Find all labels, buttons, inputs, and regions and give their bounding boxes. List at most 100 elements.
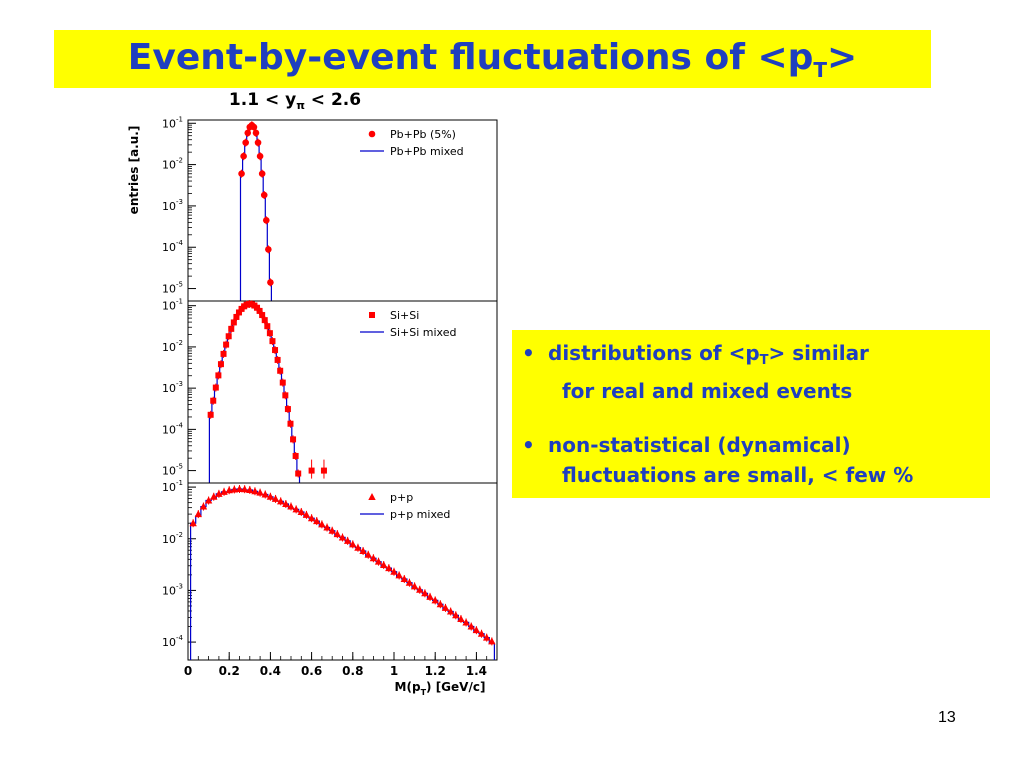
x-label-part: ) [GeV/c] bbox=[426, 680, 485, 694]
panel-pb-pb: 10-5 10-4 10-3 10-2 10-1 entries [a.u.] Pb+Pb … bbox=[127, 115, 498, 302]
data-point bbox=[238, 170, 245, 177]
data-point bbox=[228, 325, 235, 332]
x-tick-label: 0 bbox=[184, 664, 192, 678]
data-point bbox=[235, 309, 242, 316]
page-number: 13 bbox=[938, 709, 956, 726]
y-tick-exponent: -3 bbox=[176, 582, 183, 590]
y-tick-exponent: -1 bbox=[176, 298, 183, 306]
data-point bbox=[261, 317, 268, 324]
data-point bbox=[223, 341, 230, 348]
y-tick-exponent: -1 bbox=[176, 115, 183, 123]
data-point bbox=[277, 497, 285, 505]
data-point bbox=[262, 216, 270, 224]
data-point bbox=[446, 607, 455, 615]
data-point bbox=[277, 367, 284, 374]
data-point bbox=[328, 526, 336, 534]
y-tick-label: 10-2 bbox=[162, 157, 183, 172]
data-point bbox=[333, 530, 342, 538]
data-point bbox=[282, 392, 289, 399]
data-point bbox=[242, 139, 249, 146]
data-point bbox=[483, 633, 491, 641]
data-point bbox=[467, 622, 475, 630]
data-point bbox=[225, 333, 232, 340]
data-point bbox=[287, 420, 294, 427]
bullet-box: • distributions of <pT> similar for real… bbox=[512, 330, 990, 498]
data-point bbox=[395, 571, 403, 579]
data-point bbox=[207, 411, 214, 418]
data-point bbox=[204, 496, 213, 504]
data-point bbox=[230, 319, 237, 326]
y-tick-exponent: -4 bbox=[176, 239, 184, 247]
mixed-histogram bbox=[239, 124, 272, 301]
data-point bbox=[233, 313, 240, 320]
data-point bbox=[349, 540, 357, 548]
data-point bbox=[477, 629, 486, 637]
x-label-sub: T bbox=[421, 688, 427, 697]
data-point bbox=[488, 637, 496, 645]
data-point bbox=[244, 129, 252, 137]
data-point bbox=[405, 578, 414, 586]
y-tick-label: 10-4 bbox=[162, 421, 184, 436]
data-point bbox=[274, 356, 281, 363]
data-point bbox=[390, 567, 398, 575]
data-point bbox=[385, 564, 393, 572]
y-tick-label: 10-5 bbox=[162, 281, 183, 296]
legend-label: Si+Si mixed bbox=[390, 326, 456, 339]
data-point bbox=[338, 533, 347, 541]
data-point bbox=[374, 557, 383, 565]
data-point bbox=[199, 502, 208, 510]
y-tick-label: 10-4 bbox=[162, 634, 184, 649]
data-point bbox=[217, 361, 224, 368]
data-point bbox=[295, 470, 302, 477]
data-point bbox=[343, 536, 352, 544]
data-point bbox=[230, 485, 239, 493]
data-point bbox=[189, 519, 197, 527]
data-point bbox=[400, 575, 408, 583]
data-point bbox=[282, 500, 290, 508]
data-point bbox=[354, 543, 362, 551]
data-point bbox=[256, 488, 264, 496]
rapidity-range: 1.1 < yπ < 2.6 bbox=[228, 90, 362, 112]
data-point bbox=[380, 561, 388, 569]
y-tick-label: 10-2 bbox=[162, 531, 183, 546]
data-point bbox=[261, 490, 269, 498]
data-point bbox=[254, 139, 262, 146]
legend-label: Si+Si bbox=[390, 309, 419, 322]
plot-frame bbox=[187, 482, 498, 661]
data-point bbox=[416, 585, 424, 593]
data-point bbox=[292, 505, 300, 513]
y-tick-exponent: -1 bbox=[176, 479, 183, 487]
data-point bbox=[240, 152, 247, 160]
data-point bbox=[279, 379, 286, 386]
x-tick-label: 1.2 bbox=[425, 664, 446, 678]
y-tick-label: 10-5 bbox=[162, 463, 183, 478]
data-point bbox=[441, 603, 450, 611]
data-point bbox=[457, 614, 465, 622]
data-point bbox=[302, 510, 311, 518]
data-point bbox=[212, 384, 219, 391]
data-point bbox=[426, 592, 434, 600]
y-tick-exponent: -3 bbox=[176, 380, 183, 388]
outlier-point bbox=[308, 467, 315, 474]
data-point bbox=[271, 494, 280, 502]
legend-label: Pb+Pb (5%) bbox=[390, 128, 456, 141]
data-point bbox=[266, 330, 273, 337]
data-point bbox=[260, 191, 268, 199]
x-tick-label: 0.4 bbox=[260, 664, 281, 678]
data-point bbox=[436, 600, 445, 608]
y-tick-label: 10-1 bbox=[162, 298, 183, 313]
legend-label: Pb+Pb mixed bbox=[390, 145, 464, 158]
data-point bbox=[264, 323, 271, 330]
y-tick-exponent: -4 bbox=[176, 421, 184, 429]
y-tick-label: 10-4 bbox=[162, 239, 184, 254]
data-point bbox=[297, 507, 305, 515]
legend-label: p+p mixed bbox=[390, 508, 450, 521]
y-tick-exponent: -4 bbox=[176, 634, 184, 642]
data-point bbox=[287, 502, 295, 510]
legend-label: p+p bbox=[390, 491, 413, 504]
data-point bbox=[267, 279, 274, 286]
panel-si-si: 10-5 10-4 10-3 10-2 10-1 Si+Si Si+Si mixed bbox=[162, 298, 498, 484]
data-point bbox=[462, 618, 470, 626]
legend-marker bbox=[368, 130, 376, 138]
x-tick-label: 1 bbox=[390, 664, 398, 678]
